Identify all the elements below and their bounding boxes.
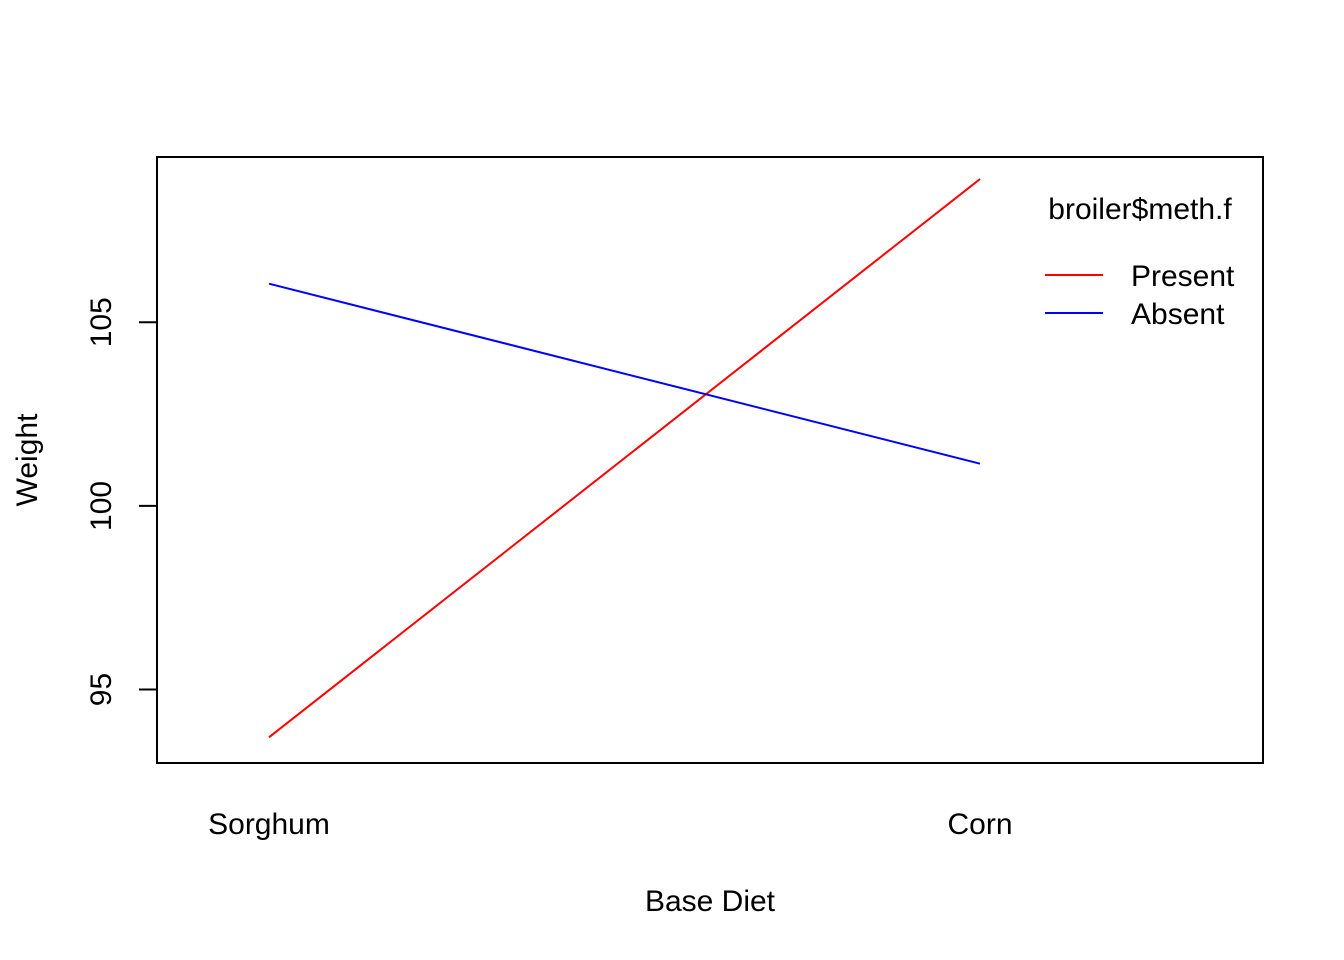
x-category-label: Corn <box>947 808 1012 841</box>
legend-title: broiler$meth.f <box>1048 193 1232 226</box>
x-axis: Sorghum Corn <box>208 808 1012 841</box>
legend-label: Absent <box>1131 298 1225 331</box>
y-axis-title: Weight <box>11 413 44 506</box>
series-line-absent <box>268 282 981 465</box>
series-layer <box>268 178 981 739</box>
y-axis: 95 100 105 <box>85 297 158 706</box>
y-tick-label: 100 <box>85 481 118 531</box>
y-tick-label: 95 <box>85 673 118 706</box>
x-category-label: Sorghum <box>208 808 330 841</box>
series-line-present <box>268 178 981 739</box>
y-tick-label: 105 <box>85 297 118 347</box>
plot-frame <box>156 156 1264 764</box>
legend: broiler$meth.f Present Absent <box>1045 193 1235 331</box>
x-axis-title: Base Diet <box>645 885 776 918</box>
legend-label: Present <box>1131 260 1235 293</box>
